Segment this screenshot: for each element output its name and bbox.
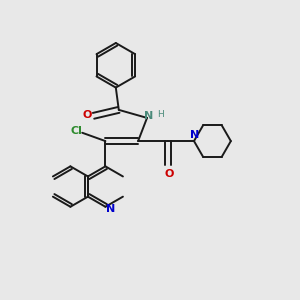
Text: O: O <box>164 169 173 179</box>
Text: O: O <box>82 110 92 120</box>
Text: N: N <box>106 204 116 214</box>
Text: Cl: Cl <box>70 126 82 136</box>
Text: N: N <box>190 130 200 140</box>
Text: N: N <box>144 111 153 122</box>
Text: H: H <box>158 110 164 119</box>
